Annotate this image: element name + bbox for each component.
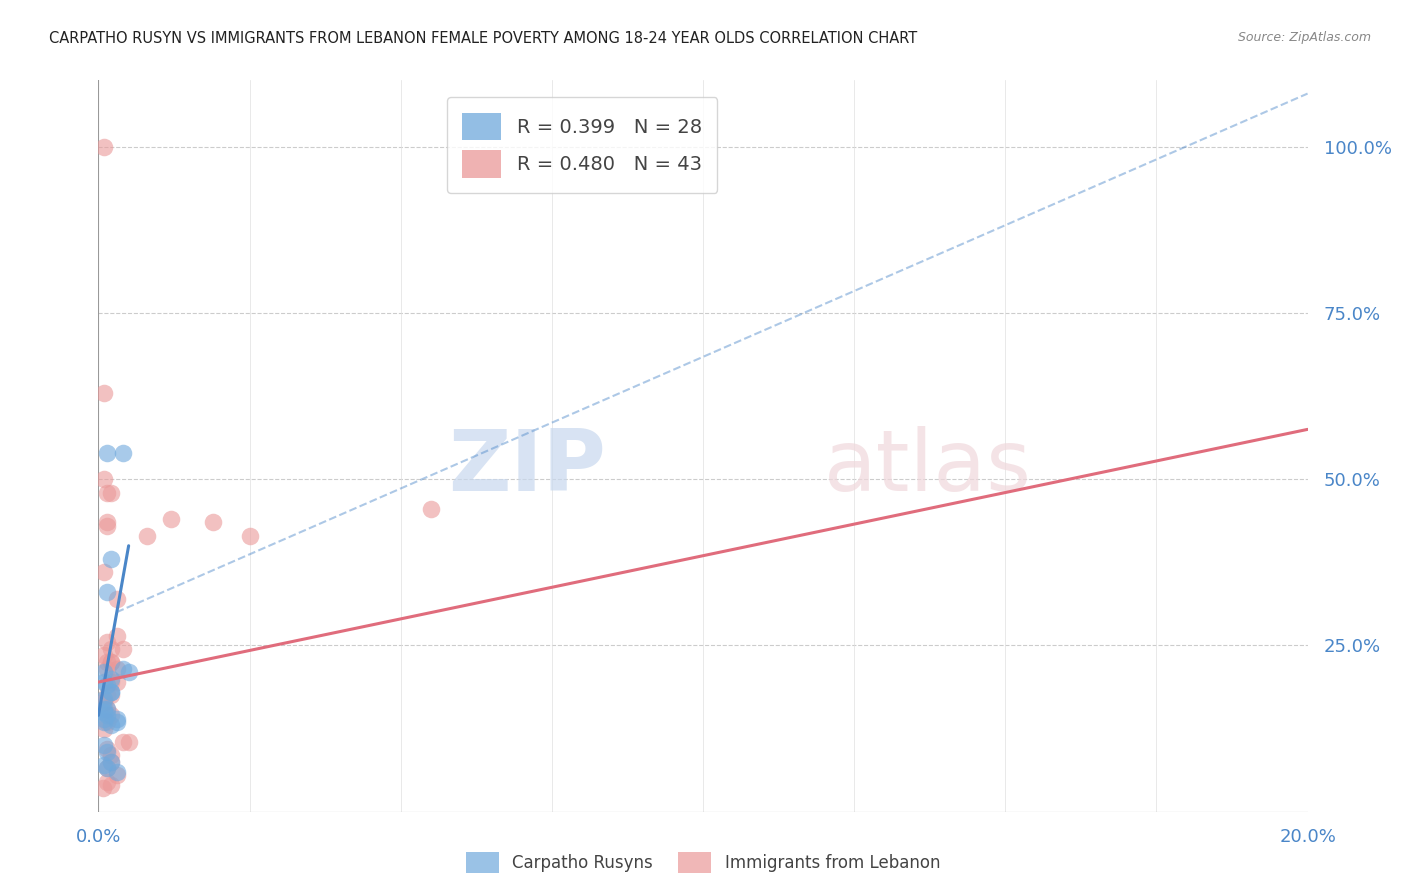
- Point: [96, 678, 118, 692]
- Point: [420, 502, 443, 516]
- Point: [96, 714, 118, 729]
- Point: [105, 591, 128, 606]
- Point: [96, 762, 118, 776]
- Point: [100, 755, 122, 769]
- Point: [96, 708, 118, 723]
- Point: [100, 641, 122, 656]
- Point: [96, 745, 118, 759]
- Point: [96, 635, 118, 649]
- Point: [100, 748, 122, 763]
- Point: [96, 518, 118, 533]
- Point: [96, 741, 118, 756]
- Point: [100, 552, 122, 566]
- Point: [118, 665, 141, 679]
- Point: [118, 735, 141, 749]
- Point: [96, 689, 118, 703]
- Point: [96, 655, 118, 669]
- Point: [100, 689, 122, 703]
- Point: [100, 685, 122, 699]
- Legend: R = 0.399   N = 28, R = 0.480   N = 43: R = 0.399 N = 28, R = 0.480 N = 43: [447, 97, 717, 194]
- Point: [100, 755, 122, 769]
- Point: [105, 764, 128, 779]
- Point: [100, 655, 122, 669]
- Point: [96, 516, 118, 530]
- Point: [105, 628, 128, 642]
- Point: [93, 738, 115, 752]
- Text: ZIP: ZIP: [449, 426, 606, 509]
- Point: [160, 512, 183, 526]
- Point: [96, 662, 118, 676]
- Point: [93, 385, 115, 400]
- Point: [93, 566, 115, 580]
- Point: [202, 516, 225, 530]
- Point: [96, 701, 118, 715]
- Point: [96, 585, 118, 599]
- Point: [93, 758, 115, 772]
- Point: [105, 712, 128, 726]
- Text: atlas: atlas: [824, 426, 1032, 509]
- Point: [111, 445, 134, 459]
- Point: [93, 705, 115, 719]
- Point: [100, 778, 122, 792]
- Point: [93, 472, 115, 486]
- Point: [239, 529, 262, 543]
- Point: [96, 774, 118, 789]
- Text: Source: ZipAtlas.com: Source: ZipAtlas.com: [1237, 31, 1371, 45]
- Point: [93, 140, 115, 154]
- Text: CARPATHO RUSYN VS IMMIGRANTS FROM LEBANON FEMALE POVERTY AMONG 18-24 YEAR OLDS C: CARPATHO RUSYN VS IMMIGRANTS FROM LEBANO…: [49, 31, 918, 46]
- Point: [96, 445, 118, 459]
- Legend: Carpatho Rusyns, Immigrants from Lebanon: Carpatho Rusyns, Immigrants from Lebanon: [458, 846, 948, 880]
- Point: [93, 665, 115, 679]
- Point: [96, 701, 118, 715]
- Point: [105, 675, 128, 690]
- Point: [100, 685, 122, 699]
- Point: [100, 672, 122, 686]
- Point: [93, 695, 115, 709]
- Point: [91, 781, 114, 796]
- Point: [93, 701, 115, 715]
- Point: [100, 655, 122, 669]
- Point: [93, 648, 115, 663]
- Point: [93, 722, 115, 736]
- Point: [111, 735, 134, 749]
- Point: [105, 662, 128, 676]
- Point: [100, 708, 122, 723]
- Point: [111, 641, 134, 656]
- Point: [100, 675, 122, 690]
- Point: [93, 712, 115, 726]
- Point: [100, 485, 122, 500]
- Point: [96, 762, 118, 776]
- Point: [93, 714, 115, 729]
- Point: [93, 691, 115, 706]
- Point: [135, 529, 157, 543]
- Point: [105, 714, 128, 729]
- Point: [100, 718, 122, 732]
- Point: [96, 485, 118, 500]
- Point: [111, 662, 134, 676]
- Point: [93, 675, 115, 690]
- Point: [105, 768, 128, 782]
